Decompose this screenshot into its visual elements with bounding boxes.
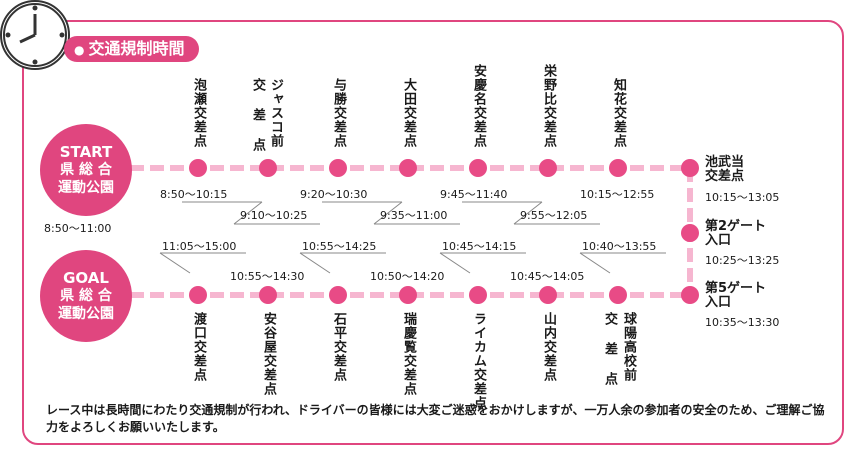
start-hub: START 県 総 合 運動公園 [40,124,132,216]
bottom-time-lower-0: 10:55～14:30 [230,270,305,283]
gate-2: 第5ゲート 入口 [705,282,766,310]
info-frame [22,20,844,445]
top-time-lower-0: 9:10～10:25 [240,209,308,222]
bottom-stop-3: 瑞慶覧交差点 [401,312,416,396]
top-route-dots [189,159,627,177]
bottom-time-upper-0: 11:05～15:00 [162,240,237,253]
top-stop-2: 与勝交差点 [331,78,346,148]
top-stop-5: 栄野比交差点 [541,64,556,148]
top-stop-4: 安慶名交差点 [471,64,486,148]
start-word: START [59,143,113,161]
start-time: 8:50～11:00 [44,222,112,235]
top-stop-3: 大田交差点 [401,78,416,148]
title-bullet-icon: ● [74,43,85,57]
bottom-stop-2: 石平交差点 [331,312,346,382]
gate-1-label1: 第2ゲート [705,219,767,234]
goal-word: GOAL [63,269,109,287]
bottom-time-upper-3: 10:40～13:55 [582,240,657,253]
bottom-stop-6: 球陽高校前 [621,312,636,382]
bottom-time-upper-2: 10:45～14:15 [442,240,517,253]
gate-1-label2: 入口 [705,233,732,248]
gate-0-time: 10:15～13:05 [705,191,780,204]
goal-hub: GOAL 県 総 合 運動公園 [40,250,132,342]
gate-0: 池武当 交差点 [705,156,744,184]
gate-2-time: 10:35～13:30 [705,316,780,329]
clock-icon [0,0,70,70]
bottom-stop-4: ライカム交差点 [471,312,486,410]
top-stop-6: 知花交差点 [611,78,626,148]
bottom-stop-5: 山内交差点 [541,312,556,382]
gate-dots [681,159,699,304]
gate-0-label1: 池武当 [705,155,745,170]
gate-0-label2: 交差点 [705,169,745,184]
bottom-stop-0: 渡口交差点 [191,312,206,382]
gate-2-label1: 第5ゲート [705,281,767,296]
top-time-upper-1: 9:20～10:30 [300,188,368,201]
start-line2: 運動公園 [58,180,114,196]
top-time-lower-1: 9:35～11:00 [380,209,448,222]
top-stop-1-sub: 交 差 点 [250,78,265,152]
top-stop-0: 泡瀬交差点 [191,78,206,148]
bottom-route-dots [189,286,627,304]
start-line1: 県 総 合 [60,162,112,178]
title-text: 交通規制時間 [88,39,185,58]
notice-text: レース中は長時間にわたり交通規制が行われ、ドライバーの皆様には大変ご迷惑をおかけ… [46,403,825,434]
gate-2-label2: 入口 [705,295,732,310]
gate-1: 第2ゲート 入口 [705,220,766,248]
top-time-upper-2: 9:45～11:40 [440,188,508,201]
top-stop-1: ジャスコ前 [268,78,283,148]
bottom-time-lower-2: 10:45～14:05 [510,270,585,283]
goal-line1: 県 総 合 [60,288,112,304]
bottom-stop-1: 安谷屋交差点 [261,312,276,396]
top-time-upper-3: 10:15～12:55 [580,188,655,201]
bottom-time-lower-1: 10:50～14:20 [370,270,445,283]
page-title: ● 交通規制時間 [64,36,199,62]
bottom-stop-6-sub: 交 差 点 [602,312,617,386]
gate-1-time: 10:25～13:25 [705,254,780,267]
top-time-lower-2: 9:55～12:05 [520,209,588,222]
bottom-time-upper-1: 10:55～14:25 [302,240,377,253]
goal-line2: 運動公園 [58,306,114,322]
top-time-upper-0: 8:50～10:15 [160,188,228,201]
